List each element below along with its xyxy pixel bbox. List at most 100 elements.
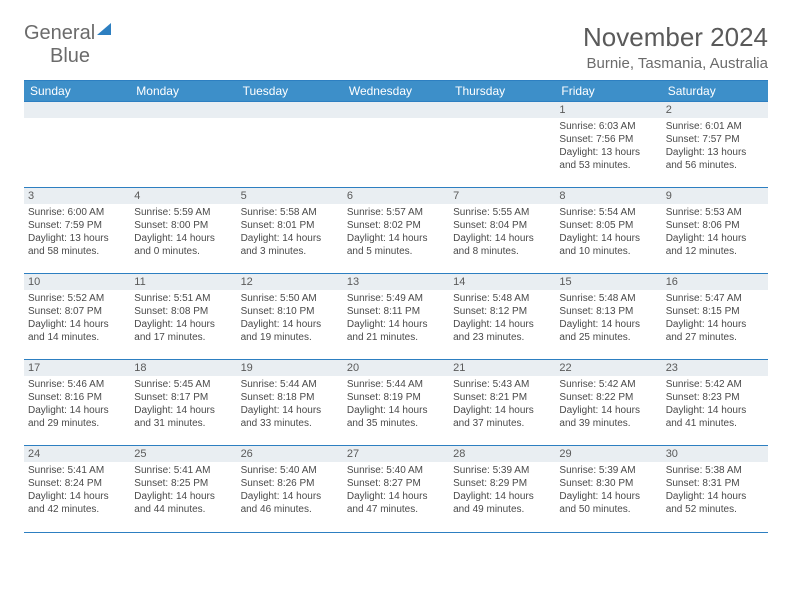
calendar-cell: 10Sunrise: 5:52 AMSunset: 8:07 PMDayligh…: [24, 274, 130, 360]
day-info: Sunrise: 5:38 AMSunset: 8:31 PMDaylight:…: [662, 462, 768, 520]
day-info-line: and 42 minutes.: [28, 503, 126, 516]
day-number: 3: [24, 188, 130, 204]
logo: General Blue: [24, 22, 111, 68]
day-info: Sunrise: 5:45 AMSunset: 8:17 PMDaylight:…: [130, 376, 236, 434]
day-info-line: and 33 minutes.: [241, 417, 339, 430]
day-info-line: and 52 minutes.: [666, 503, 764, 516]
calendar-cell: 20Sunrise: 5:44 AMSunset: 8:19 PMDayligh…: [343, 360, 449, 446]
day-number: 30: [662, 446, 768, 462]
calendar-week: 3Sunrise: 6:00 AMSunset: 7:59 PMDaylight…: [24, 188, 768, 274]
day-info-line: Sunset: 8:01 PM: [241, 219, 339, 232]
day-info-line: Sunset: 8:19 PM: [347, 391, 445, 404]
day-info-line: Sunrise: 5:46 AM: [28, 378, 126, 391]
day-info-line: Sunrise: 5:47 AM: [666, 292, 764, 305]
day-info-line: Sunrise: 6:00 AM: [28, 206, 126, 219]
calendar-cell: 16Sunrise: 5:47 AMSunset: 8:15 PMDayligh…: [662, 274, 768, 360]
calendar-cell: 4Sunrise: 5:59 AMSunset: 8:00 PMDaylight…: [130, 188, 236, 274]
day-number: [237, 102, 343, 118]
day-number: [449, 102, 555, 118]
day-number: 5: [237, 188, 343, 204]
day-number: 24: [24, 446, 130, 462]
day-info-line: Daylight: 14 hours: [453, 490, 551, 503]
calendar-cell: 8Sunrise: 5:54 AMSunset: 8:05 PMDaylight…: [555, 188, 661, 274]
day-number: 10: [24, 274, 130, 290]
day-number: 1: [555, 102, 661, 118]
calendar-cell: 3Sunrise: 6:00 AMSunset: 7:59 PMDaylight…: [24, 188, 130, 274]
day-info-line: Sunset: 8:04 PM: [453, 219, 551, 232]
calendar-cell: 5Sunrise: 5:58 AMSunset: 8:01 PMDaylight…: [237, 188, 343, 274]
calendar-cell: 22Sunrise: 5:42 AMSunset: 8:22 PMDayligh…: [555, 360, 661, 446]
day-info-line: Sunrise: 5:53 AM: [666, 206, 764, 219]
calendar-table: SundayMondayTuesdayWednesdayThursdayFrid…: [24, 80, 768, 532]
day-number: 15: [555, 274, 661, 290]
day-info-line: Daylight: 14 hours: [347, 318, 445, 331]
calendar-week: 1Sunrise: 6:03 AMSunset: 7:56 PMDaylight…: [24, 102, 768, 188]
day-info-line: Daylight: 14 hours: [241, 490, 339, 503]
day-info-line: and 5 minutes.: [347, 245, 445, 258]
day-info-line: Sunset: 8:23 PM: [666, 391, 764, 404]
month-title: November 2024: [583, 22, 768, 53]
calendar-cell: 19Sunrise: 5:44 AMSunset: 8:18 PMDayligh…: [237, 360, 343, 446]
calendar-cell: 12Sunrise: 5:50 AMSunset: 8:10 PMDayligh…: [237, 274, 343, 360]
day-info-line: and 41 minutes.: [666, 417, 764, 430]
day-info: Sunrise: 5:53 AMSunset: 8:06 PMDaylight:…: [662, 204, 768, 262]
calendar-cell: 28Sunrise: 5:39 AMSunset: 8:29 PMDayligh…: [449, 446, 555, 532]
day-info: Sunrise: 5:41 AMSunset: 8:25 PMDaylight:…: [130, 462, 236, 520]
day-info-line: Sunset: 7:57 PM: [666, 133, 764, 146]
day-number: 27: [343, 446, 449, 462]
weekday-header: Friday: [555, 81, 661, 102]
calendar-cell: 11Sunrise: 5:51 AMSunset: 8:08 PMDayligh…: [130, 274, 236, 360]
day-info: Sunrise: 5:39 AMSunset: 8:29 PMDaylight:…: [449, 462, 555, 520]
calendar-cell: [237, 102, 343, 188]
day-info: Sunrise: 6:01 AMSunset: 7:57 PMDaylight:…: [662, 118, 768, 176]
day-info-line: Daylight: 14 hours: [347, 232, 445, 245]
day-info-line: Daylight: 14 hours: [28, 318, 126, 331]
day-info-line: Sunrise: 5:48 AM: [559, 292, 657, 305]
day-info-line: Daylight: 14 hours: [241, 318, 339, 331]
day-info-line: Sunset: 8:08 PM: [134, 305, 232, 318]
day-info-line: Daylight: 14 hours: [666, 318, 764, 331]
day-info-line: Sunset: 8:11 PM: [347, 305, 445, 318]
day-info-line: Sunset: 8:31 PM: [666, 477, 764, 490]
day-info-line: Sunrise: 6:03 AM: [559, 120, 657, 133]
day-number: 17: [24, 360, 130, 376]
calendar-cell: 17Sunrise: 5:46 AMSunset: 8:16 PMDayligh…: [24, 360, 130, 446]
day-info-line: and 49 minutes.: [453, 503, 551, 516]
day-info: Sunrise: 5:59 AMSunset: 8:00 PMDaylight:…: [130, 204, 236, 262]
calendar-cell: 2Sunrise: 6:01 AMSunset: 7:57 PMDaylight…: [662, 102, 768, 188]
weekday-header: Saturday: [662, 81, 768, 102]
day-info-line: Sunrise: 5:41 AM: [28, 464, 126, 477]
day-info-line: Sunrise: 5:40 AM: [241, 464, 339, 477]
day-number: 16: [662, 274, 768, 290]
day-info-line: Sunrise: 5:50 AM: [241, 292, 339, 305]
day-info: Sunrise: 5:46 AMSunset: 8:16 PMDaylight:…: [24, 376, 130, 434]
day-info-line: Daylight: 14 hours: [134, 490, 232, 503]
day-info-line: Sunset: 8:13 PM: [559, 305, 657, 318]
day-info-line: Daylight: 14 hours: [134, 232, 232, 245]
day-number: 23: [662, 360, 768, 376]
day-info-line: and 46 minutes.: [241, 503, 339, 516]
day-info-line: and 19 minutes.: [241, 331, 339, 344]
day-info-line: Sunset: 8:25 PM: [134, 477, 232, 490]
day-info-line: and 29 minutes.: [28, 417, 126, 430]
day-number: 4: [130, 188, 236, 204]
day-info-line: and 31 minutes.: [134, 417, 232, 430]
day-info: Sunrise: 5:42 AMSunset: 8:22 PMDaylight:…: [555, 376, 661, 434]
day-info-line: Sunset: 8:29 PM: [453, 477, 551, 490]
weekday-header: Wednesday: [343, 81, 449, 102]
day-info-line: and 17 minutes.: [134, 331, 232, 344]
day-info-line: Sunrise: 5:38 AM: [666, 464, 764, 477]
day-info: Sunrise: 5:44 AMSunset: 8:18 PMDaylight:…: [237, 376, 343, 434]
calendar-cell: 30Sunrise: 5:38 AMSunset: 8:31 PMDayligh…: [662, 446, 768, 532]
day-number: 11: [130, 274, 236, 290]
calendar-cell: 21Sunrise: 5:43 AMSunset: 8:21 PMDayligh…: [449, 360, 555, 446]
day-info-line: Sunset: 8:17 PM: [134, 391, 232, 404]
day-info: Sunrise: 6:03 AMSunset: 7:56 PMDaylight:…: [555, 118, 661, 176]
calendar-cell: [343, 102, 449, 188]
day-info: Sunrise: 5:47 AMSunset: 8:15 PMDaylight:…: [662, 290, 768, 348]
day-info-line: Sunrise: 5:45 AM: [134, 378, 232, 391]
bottom-rule: [24, 532, 768, 533]
calendar-week: 10Sunrise: 5:52 AMSunset: 8:07 PMDayligh…: [24, 274, 768, 360]
calendar-cell: 26Sunrise: 5:40 AMSunset: 8:26 PMDayligh…: [237, 446, 343, 532]
day-info-line: and 12 minutes.: [666, 245, 764, 258]
